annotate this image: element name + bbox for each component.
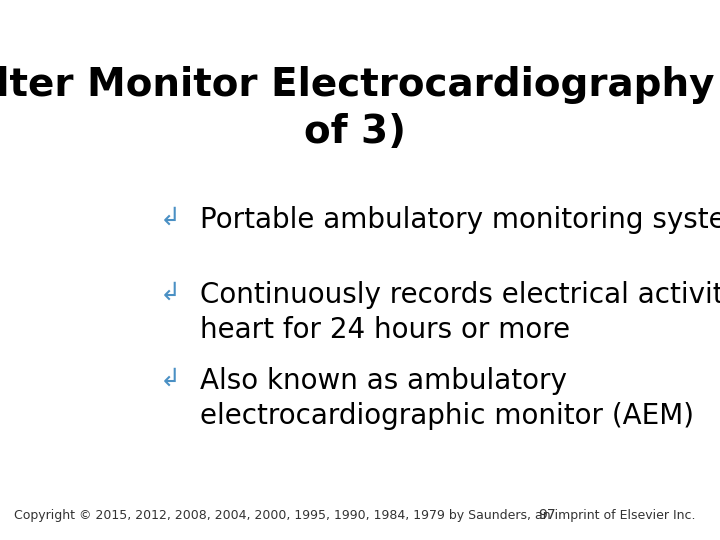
Text: ↲: ↲	[160, 367, 181, 391]
Text: Also known as ambulatory
electrocardiographic monitor (AEM): Also known as ambulatory electrocardiogr…	[200, 367, 694, 430]
Text: Copyright © 2015, 2012, 2008, 2004, 2000, 1995, 1990, 1984, 1979 by Saunders, an: Copyright © 2015, 2012, 2008, 2004, 2000…	[14, 510, 696, 523]
Text: Continuously records electrical activity of the
heart for 24 hours or more: Continuously records electrical activity…	[200, 281, 720, 345]
Text: ↲: ↲	[160, 206, 181, 230]
Text: Holter Monitor Electrocardiography (1
of 3): Holter Monitor Electrocardiography (1 of…	[0, 66, 720, 151]
Text: Portable ambulatory monitoring system: Portable ambulatory monitoring system	[200, 206, 720, 233]
Text: 97: 97	[538, 509, 556, 523]
Text: ↲: ↲	[160, 281, 181, 305]
